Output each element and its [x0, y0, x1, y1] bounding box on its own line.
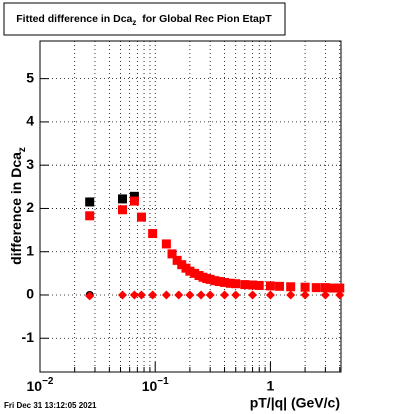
diamond-marker [320, 290, 330, 300]
square-marker [300, 282, 310, 292]
square-marker [185, 266, 195, 276]
square-marker [129, 196, 139, 206]
square-marker [148, 229, 158, 239]
square-marker [172, 255, 182, 265]
diamond-marker [335, 290, 345, 300]
x-tick-label: 10−2 [27, 376, 54, 394]
square-marker [248, 280, 258, 290]
y-tick-label: 5 [26, 69, 34, 85]
y-tick-label: 0 [26, 286, 34, 302]
y-tick-label: 2 [26, 199, 34, 215]
square-marker [254, 280, 264, 290]
diamond-marker [129, 290, 139, 300]
diamond-marker [185, 290, 195, 300]
footer: Fri Dec 31 13:12:05 2021 [4, 401, 97, 410]
y-tick-label: 1 [26, 242, 34, 258]
square-marker [117, 205, 127, 215]
square-marker [335, 283, 345, 293]
square-marker [167, 249, 177, 259]
chart-title: Fitted difference in Dcaz for Global Rec… [16, 13, 272, 27]
square-marker [311, 283, 321, 293]
x-tick-label: 1 [267, 378, 275, 394]
diamond-marker [174, 290, 184, 300]
square-marker [240, 280, 250, 290]
y-tick-label: 4 [26, 113, 34, 129]
x-tick-exponent: −2 [42, 376, 54, 387]
square-marker [328, 283, 338, 293]
square-marker [129, 191, 139, 201]
diamond-marker [161, 290, 171, 300]
square-marker [85, 197, 95, 207]
diamond-marker [248, 290, 258, 300]
title-rest: for Global Rec Pion EtapT [136, 13, 272, 25]
title-sub: z [132, 18, 136, 27]
square-marker [136, 212, 146, 222]
diamond-marker [231, 290, 241, 300]
square-marker [265, 281, 275, 291]
square-marker [205, 274, 215, 284]
title-box [3, 2, 286, 36]
square-marker [275, 281, 285, 291]
square-marker [220, 277, 230, 287]
title-main: Fitted difference in Dca [16, 13, 132, 25]
diamond-marker [205, 290, 215, 300]
square-marker [85, 211, 95, 221]
square-marker [231, 279, 241, 289]
diamond-marker [148, 290, 158, 300]
square-marker [214, 277, 224, 287]
plot-frame [39, 40, 342, 373]
diamond-marker [85, 291, 95, 301]
diamond-marker [196, 290, 206, 300]
square-marker [161, 239, 171, 249]
x-axis-label: pT/|q| (GeV/c) [250, 395, 340, 411]
x-tick-label: 10−1 [142, 376, 169, 394]
diamond-marker [117, 290, 127, 300]
y-tick-label: 3 [26, 156, 34, 172]
diamond-marker [265, 290, 275, 300]
square-marker [286, 282, 296, 292]
y-tick-label: -1 [22, 329, 35, 345]
diamond-marker [300, 290, 310, 300]
x-tick-base: 10 [27, 378, 43, 394]
x-tick-exponent: −1 [157, 376, 169, 387]
y-label-main: difference in Dca [8, 152, 24, 265]
diamond-marker [286, 290, 296, 300]
square-marker [225, 278, 235, 288]
square-marker [117, 194, 127, 204]
y-label-sub: z [17, 147, 28, 152]
diamond-marker [136, 290, 146, 300]
y-axis-label: difference in Dcaz [8, 147, 28, 265]
diamond-marker [220, 290, 230, 300]
x-tick-base: 10 [142, 378, 158, 394]
square-marker [320, 283, 330, 293]
